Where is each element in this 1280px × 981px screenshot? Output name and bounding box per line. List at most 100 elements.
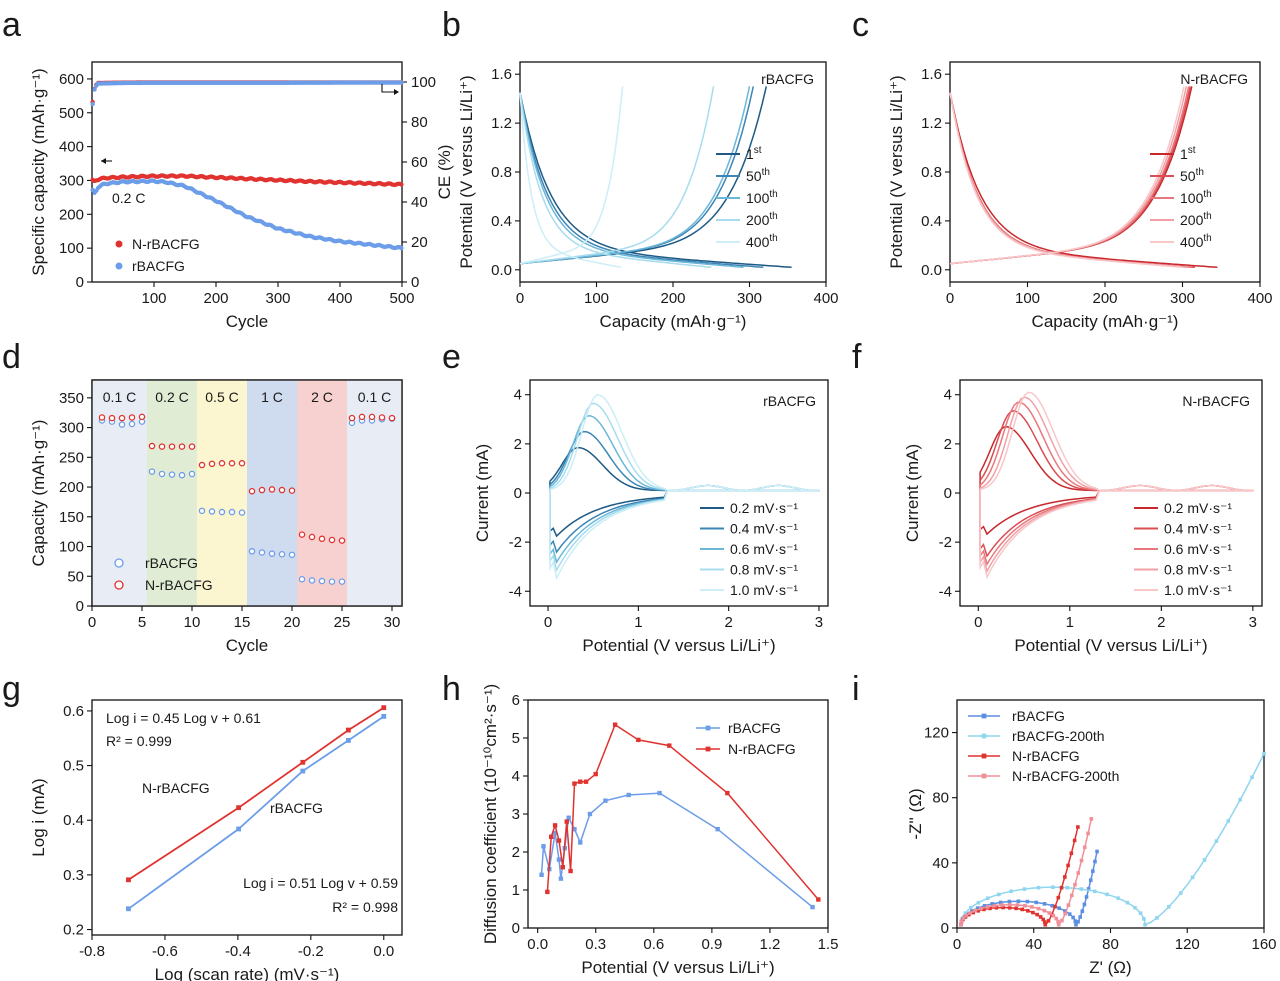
y-tick-label-a: 600 <box>59 71 84 88</box>
data-point-i <box>1025 899 1030 904</box>
legend-label-e: 0.6 mV·s⁻¹ <box>730 541 798 557</box>
rate-band-d <box>197 380 247 606</box>
rate-band-d <box>347 380 402 606</box>
legend-label-b: 1st <box>746 145 762 162</box>
legend-label-i: rBACFG <box>1012 708 1065 724</box>
y2-tick-label-a: 20 <box>411 234 428 251</box>
y-tick-label-a: 0 <box>76 274 84 291</box>
data-point-d <box>168 443 176 450</box>
data-point-d <box>248 487 256 495</box>
data-point-i <box>1125 900 1130 905</box>
legend-marker-a <box>115 240 123 248</box>
data-point-i <box>1105 892 1109 897</box>
y-tick-label-b: 0.0 <box>491 262 512 279</box>
data-point-g <box>126 877 131 883</box>
legend-label-e: 0.4 mV·s⁻¹ <box>730 521 798 537</box>
data-point-i <box>1051 885 1055 890</box>
data-point-d <box>198 507 206 515</box>
x-axis-label-a: Cycle <box>226 312 269 331</box>
x-tick-label-a: 200 <box>203 290 228 307</box>
data-point-i <box>1060 918 1064 923</box>
data-point-d <box>198 461 206 469</box>
x-tick-label-d: 20 <box>284 614 301 631</box>
data-point-i <box>961 916 966 921</box>
y-axis-label-b: Potential (V versus Li/Li⁺) <box>457 75 476 268</box>
y-tick-label-a: 400 <box>59 139 84 156</box>
data-point-h <box>552 823 558 828</box>
y2-tick-label-a: 60 <box>411 154 428 171</box>
data-point-d <box>218 508 226 516</box>
data-point-i <box>1031 910 1035 915</box>
y-tick-label-h: 4 <box>512 768 520 785</box>
data-point-i <box>985 905 990 909</box>
y-tick-label-b: 1.2 <box>491 115 512 132</box>
x-tick-label-b: 300 <box>737 290 762 307</box>
data-point-d <box>318 535 326 543</box>
data-point-i <box>1063 909 1067 913</box>
data-point-h <box>539 872 544 877</box>
data-point-d <box>308 577 316 584</box>
data-point-i <box>1030 905 1034 909</box>
data-point-i <box>975 906 980 910</box>
data-point-d <box>208 460 216 468</box>
charge-curve-b <box>519 86 624 265</box>
data-point-d <box>118 414 126 422</box>
data-point-d <box>358 413 366 421</box>
data-point-i <box>994 905 999 910</box>
x-tick-label-h: 1.2 <box>760 936 781 953</box>
data-point-a <box>399 245 404 251</box>
legend-label-e: 1.0 mV·s⁻¹ <box>730 582 798 598</box>
data-point-i <box>1167 904 1171 909</box>
x-tick-label-f: 2 <box>1157 614 1165 631</box>
panel-label-h: h <box>442 670 461 708</box>
data-point-d <box>158 470 166 478</box>
y-tick-label-c: 0.0 <box>921 262 942 279</box>
data-point-g <box>236 826 242 832</box>
legend-label-i: rBACFG-200th <box>1012 728 1105 744</box>
data-point-d <box>148 468 156 475</box>
charge-curve-b <box>519 86 715 265</box>
x-tick-label-h: 0.3 <box>585 936 606 953</box>
data-point-i <box>1036 885 1041 890</box>
y-tick-label-e: 2 <box>514 436 522 453</box>
data-point-i <box>1190 875 1195 880</box>
x-tick-label-h: 0.0 <box>527 936 548 953</box>
discharge-curve-c <box>949 92 1218 269</box>
rate-band-label-d: 0.1 C <box>358 389 391 405</box>
y-tick-label-e: 4 <box>514 387 522 404</box>
data-point-d <box>208 508 216 515</box>
series-line-h <box>540 792 813 908</box>
data-point-d <box>268 486 276 493</box>
data-point-i <box>1095 849 1099 854</box>
y2-tick-label-a: 100 <box>411 74 436 91</box>
data-point-i <box>1001 905 1005 910</box>
data-point-h <box>572 781 577 786</box>
data-point-h <box>657 790 662 796</box>
data-point-a <box>92 87 97 92</box>
arrow-right-a <box>381 84 394 93</box>
x-tick-label-i: 120 <box>1175 936 1200 953</box>
y2-axis-label-a: CE (%) <box>435 145 454 200</box>
y-tick-label-g: 0.3 <box>63 867 84 884</box>
data-point-i <box>990 902 995 906</box>
y-axis-label-i: -Z'' (Ω) <box>906 788 925 839</box>
x-tick-label-g: -0.6 <box>152 943 178 960</box>
data-point-i <box>1066 863 1070 868</box>
data-point-d <box>278 486 286 494</box>
data-point-g <box>300 768 306 774</box>
y-tick-label-g: 0.2 <box>63 922 84 939</box>
rate-band-label-d: 0.5 C <box>205 389 238 405</box>
chart-title-c: N-rBACFG <box>1180 71 1248 87</box>
y-tick-label-f: -2 <box>939 534 952 551</box>
y-tick-label-a: 500 <box>59 105 84 122</box>
data-point-i <box>1084 895 1089 899</box>
data-point-h <box>545 889 550 895</box>
legend-label-d: rBACFG <box>145 555 198 571</box>
data-point-i <box>1054 916 1059 921</box>
data-point-i <box>1014 906 1018 911</box>
x-axis-label-h: Potential (V versus Li/Li⁺) <box>581 958 774 977</box>
y-tick-label-f: -4 <box>939 583 952 600</box>
cv-curve-f <box>979 391 1254 580</box>
y-tick-label-a: 100 <box>59 240 84 257</box>
x-tick-label-c: 200 <box>1092 290 1117 307</box>
